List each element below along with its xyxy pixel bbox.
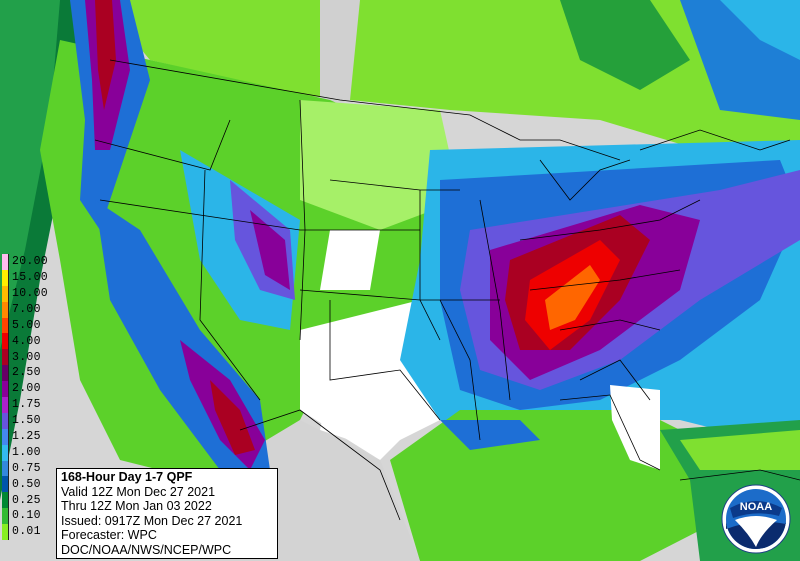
legend-row: 1.25 (2, 428, 60, 445)
legend-row: 1.50 (2, 412, 60, 429)
issued-time: Issued: 0917Z Mon Dec 27 2021 (61, 513, 243, 528)
legend-label: 1.75 (12, 398, 41, 412)
legend-row: 0.50 (2, 476, 60, 493)
legend-swatch (2, 460, 9, 477)
legend-row: 15.00 (2, 269, 60, 286)
legend-row: 0.75 (2, 460, 60, 477)
forecaster: Forecaster: WPC (61, 528, 157, 543)
legend-label: 20.00 (12, 255, 49, 269)
legend-label: 1.00 (12, 445, 41, 459)
agency: DOC/NOAA/NWS/NCEP/WPC (61, 542, 232, 557)
legend-swatch (2, 492, 9, 509)
noaa-logo: NOAA (721, 484, 791, 554)
legend-label: 4.00 (12, 334, 41, 348)
legend-row: 0.01 (2, 524, 60, 541)
legend-label: 5.00 (12, 318, 41, 332)
legend-label: 1.25 (12, 429, 41, 443)
legend-row: 5.00 (2, 317, 60, 334)
legend-label: 0.50 (12, 477, 41, 491)
legend-swatch (2, 254, 9, 270)
legend-row: 2.00 (2, 381, 60, 398)
legend-swatch (2, 365, 9, 382)
legend-swatch (2, 412, 9, 429)
precip-legend: 20.00 15.00 10.00 7.00 5.00 4.00 3.00 2.50 2.00 1… (2, 254, 60, 541)
legend-row: 7.00 (2, 301, 60, 318)
legend-swatch (2, 381, 9, 398)
legend-swatch (2, 301, 9, 318)
legend-row: 4.00 (2, 333, 60, 350)
forecast-info-box: 168-Hour Day 1-7 QPF Valid 12Z Mon Dec 2… (56, 468, 278, 559)
legend-label: 15.00 (12, 271, 49, 285)
legend-row: 0.10 (2, 508, 60, 525)
legend-label: 3.00 (12, 350, 41, 364)
legend-label: 1.50 (12, 414, 41, 428)
legend-row: 2.50 (2, 365, 60, 382)
legend-swatch (2, 285, 9, 302)
legend-label: 0.01 (12, 525, 41, 539)
legend-swatch (2, 317, 9, 334)
legend-swatch (2, 333, 9, 350)
svg-text:NOAA: NOAA (740, 501, 772, 513)
legend-label: 0.25 (12, 493, 41, 507)
legend-row: 1.75 (2, 397, 60, 413)
legend-swatch (2, 349, 9, 366)
legend-row: 0.25 (2, 492, 60, 509)
legend-swatch (2, 508, 9, 525)
legend-row: 10.00 (2, 285, 60, 302)
legend-label: 0.10 (12, 509, 41, 523)
legend-label: 10.00 (12, 286, 49, 300)
valid-time: Valid 12Z Mon Dec 27 2021 (61, 484, 216, 499)
legend-label: 2.00 (12, 382, 41, 396)
legend-label: 2.50 (12, 366, 41, 380)
legend-row: 3.00 (2, 349, 60, 366)
map-title: 168-Hour Day 1-7 QPF (61, 470, 193, 484)
legend-swatch (2, 269, 9, 286)
legend-row: 20.00 (2, 254, 60, 270)
legend-swatch (2, 524, 9, 541)
legend-swatch (2, 444, 9, 461)
thru-time: Thru 12Z Mon Jan 03 2022 (61, 499, 212, 514)
legend-swatch (2, 476, 9, 493)
legend-row: 1.00 (2, 444, 60, 461)
legend-swatch (2, 428, 9, 445)
legend-label: 0.75 (12, 461, 41, 475)
legend-label: 7.00 (12, 302, 41, 316)
legend-swatch (2, 397, 9, 413)
